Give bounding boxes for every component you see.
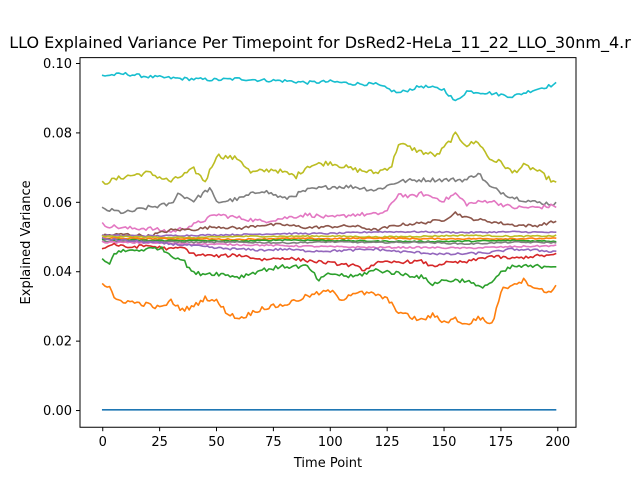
y-axis-label: Explained Variance [19,180,34,304]
x-tick-label: 150 [432,435,457,450]
x-tick-label: 50 [208,435,225,450]
x-tick-label: 75 [265,435,282,450]
x-tick-label: 25 [151,435,168,450]
series-line-6 [101,211,557,239]
chart-title: LLO Explained Variance Per Timepoint for… [9,33,631,53]
series-line-3 [101,131,557,185]
x-tick-label: 100 [318,435,343,450]
y-axis: 0.00 0.02 0.04 0.06 0.08 0.10 [43,57,80,419]
y-tick-label: 0.04 [43,265,72,280]
series-line-2 [101,71,557,102]
y-tick-label: 0.02 [43,335,72,350]
series-line-11 [101,239,557,246]
series-line-10 [101,238,557,243]
y-tick-label: 0.06 [43,196,72,211]
plot-frame [79,57,577,428]
series-line-9 [101,236,557,241]
series-line-4 [101,172,557,215]
series-line-14 [101,242,557,272]
x-axis: 0 25 50 75 100 125 150 175 200 [99,427,570,450]
series-line-5 [101,191,557,234]
series-line-12 [101,240,557,250]
x-tick-label: 0 [99,435,107,450]
series-line-16 [101,277,557,326]
x-tick-label: 125 [375,435,400,450]
series-line-8 [101,234,557,239]
series-group [101,71,557,411]
y-tick-label: 0.10 [43,57,72,72]
x-axis-label: Time Point [293,456,362,471]
x-tick-label: 175 [489,435,514,450]
x-tick-label: 200 [545,435,570,450]
y-tick-label: 0.00 [43,404,72,419]
series-line-13 [101,236,557,256]
y-tick-label: 0.08 [43,126,72,141]
series-line-7 [101,230,557,238]
series-line-15 [101,246,557,289]
plot-area [79,57,577,428]
